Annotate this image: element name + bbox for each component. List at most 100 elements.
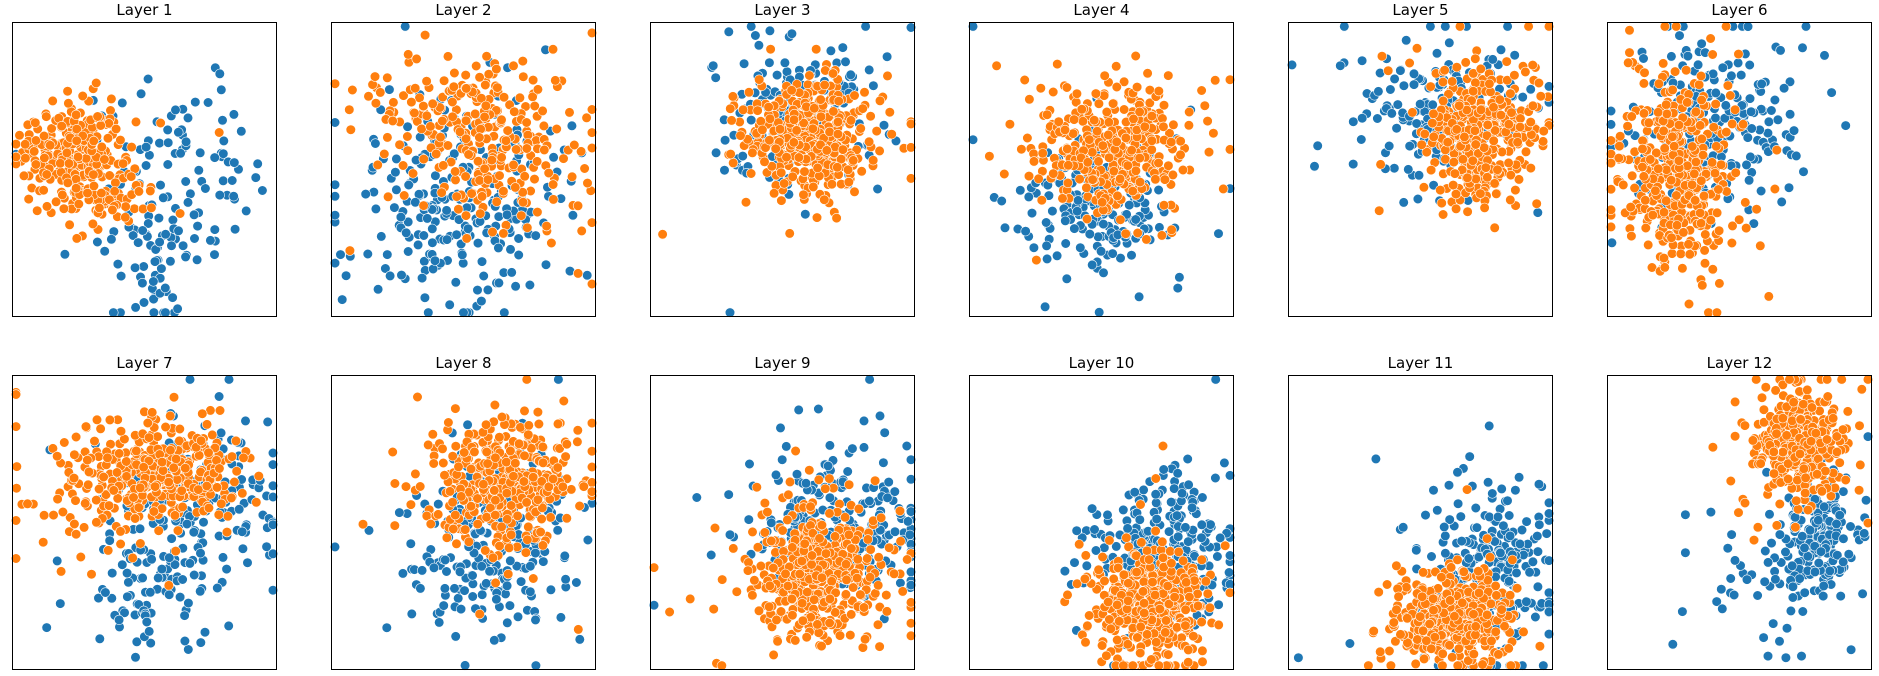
data-point [165,445,176,456]
data-point [465,501,477,512]
data-point [400,21,411,32]
data-point [480,79,491,91]
data-point [691,492,702,503]
data-point [229,476,240,488]
data-point [1168,119,1179,130]
data-point [574,500,585,512]
data-point [1153,184,1164,196]
data-point [30,117,41,128]
data-point [391,184,402,195]
data-point [515,422,526,433]
data-point [93,593,104,604]
data-point [1503,157,1514,168]
data-point [1134,291,1145,302]
data-point [375,87,386,98]
data-point [1683,239,1694,250]
data-point [267,519,279,530]
panel-title: Layer 1 [116,1,173,19]
data-point [545,584,556,595]
data-point [112,259,123,270]
data-point [1710,87,1721,98]
data-point [267,447,279,459]
data-point [414,92,425,103]
scatter-plot [329,374,598,671]
data-point [1413,170,1425,181]
data-point [1156,230,1167,241]
data-point [435,132,446,143]
data-point [532,207,543,218]
data-point [513,233,524,244]
data-point [168,462,179,473]
data-point [545,512,556,523]
data-point [1035,83,1046,94]
data-point [174,423,185,435]
data-point [1776,196,1787,207]
data-point [1489,178,1500,189]
data-point [52,451,63,462]
data-point [389,202,400,213]
data-point [1706,157,1718,168]
data-point [1711,141,1722,152]
data-point [166,533,177,544]
data-point [416,565,428,576]
data-point [1475,63,1486,75]
data-point [1659,262,1670,273]
data-point [1480,162,1491,173]
data-point [489,485,500,496]
data-point [1104,152,1115,163]
data-point [501,488,512,499]
data-point [455,604,467,615]
data-point [1448,157,1459,168]
data-point [496,152,507,163]
data-point [849,90,860,101]
data-point [253,470,264,482]
data-point [1451,203,1462,214]
data-point [1606,237,1618,248]
data-point [148,307,159,318]
data-point [38,537,49,548]
data-point [1624,25,1635,36]
data-point [874,145,885,156]
data-point [719,135,731,146]
data-point [223,374,235,385]
data-point [115,426,127,437]
data-point [537,540,548,551]
data-point [1509,70,1520,81]
data-point [117,559,128,570]
data-point [238,452,249,463]
plot-frame [1607,22,1872,317]
data-point [41,622,52,633]
data-point [738,58,750,69]
data-point [1605,221,1617,232]
data-point [406,96,417,108]
data-point [505,555,516,566]
data-point [207,429,218,441]
data-point [1525,116,1536,128]
data-point [540,259,552,270]
data-point [746,21,757,32]
data-point [167,292,178,303]
data-point [1505,88,1516,99]
data-point [1488,135,1499,146]
data-point [537,502,548,513]
data-point [460,210,472,221]
series-orange [329,27,598,290]
data-point [212,582,223,594]
data-point [1208,128,1219,139]
data-point [548,152,559,163]
data-point [1062,177,1073,189]
data-point [144,626,155,637]
data-point [1734,214,1745,225]
data-point [1132,227,1143,239]
data-point [48,510,59,521]
data-point [1196,85,1207,96]
data-point [476,93,487,104]
data-point [1696,175,1707,186]
data-point [519,171,530,182]
data-point [1097,140,1108,151]
data-point [138,261,149,272]
data-point [252,158,263,169]
data-point [1667,84,1678,96]
data-point [496,521,507,532]
data-point [490,495,501,506]
